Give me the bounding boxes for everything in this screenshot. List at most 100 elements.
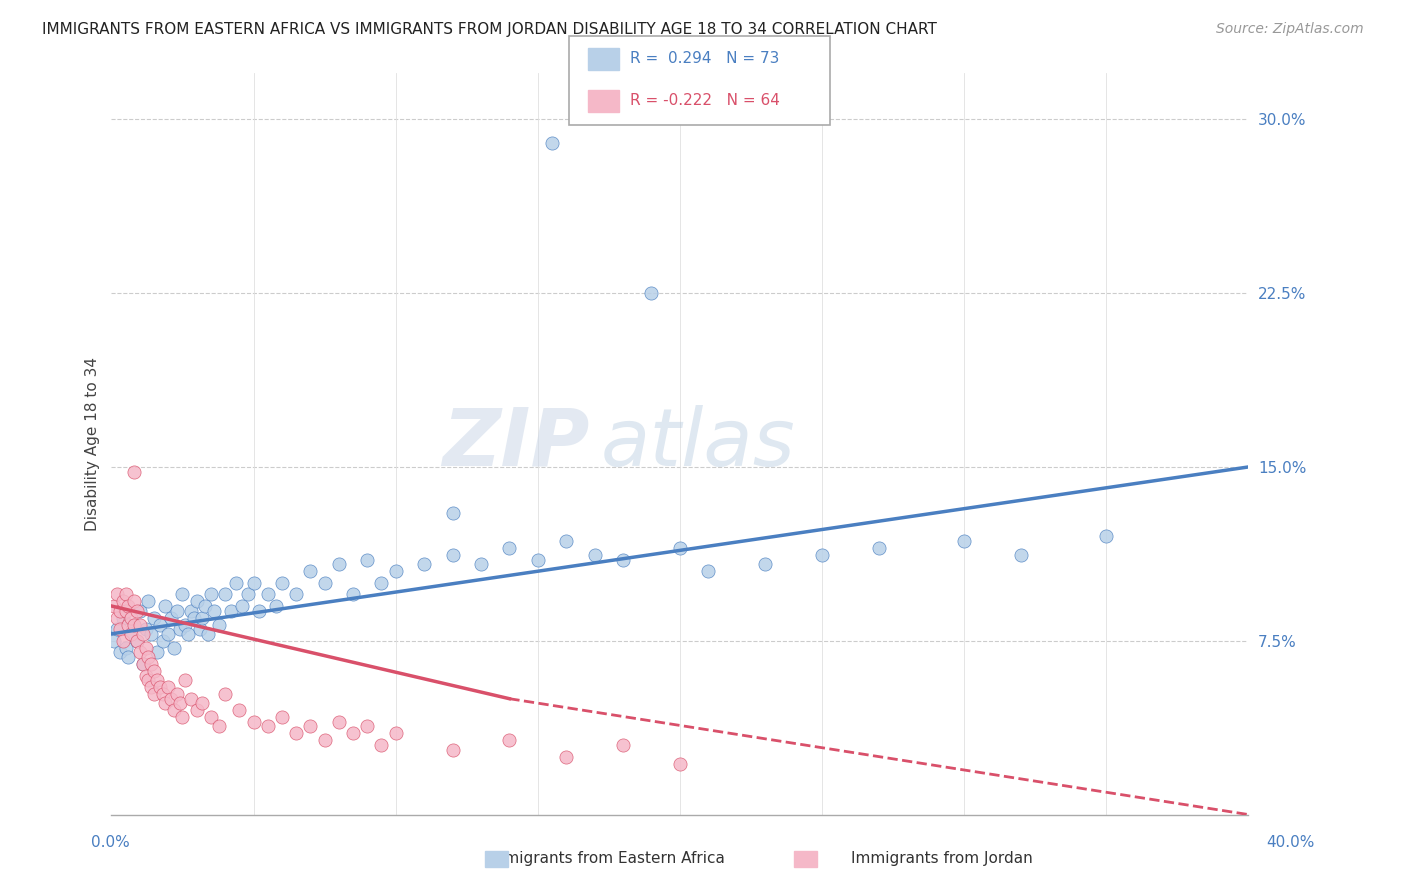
Point [555, 749, 578, 764]
Point [191, 696, 214, 710]
Point [138, 650, 160, 665]
Point [155, 599, 177, 613]
Point [155, 696, 177, 710]
Point [103, 599, 125, 613]
Point [583, 548, 606, 562]
Point [105, 610, 128, 624]
Point [125, 604, 148, 618]
Point [370, 575, 392, 590]
Point [143, 610, 166, 624]
Point [541, 136, 564, 150]
Point [108, 622, 131, 636]
Point [138, 594, 160, 608]
Point [188, 622, 211, 636]
Point [498, 733, 520, 747]
Point [498, 541, 520, 555]
Point [149, 680, 172, 694]
Point [299, 719, 322, 733]
Point [356, 552, 378, 566]
Point [612, 738, 634, 752]
Point [166, 604, 188, 618]
Point [103, 633, 125, 648]
Text: R = -0.222   N = 64: R = -0.222 N = 64 [630, 94, 780, 108]
Point [117, 617, 139, 632]
Point [111, 594, 134, 608]
Point [342, 726, 364, 740]
Text: Immigrants from Eastern Africa: Immigrants from Eastern Africa [485, 851, 724, 865]
Text: Source: ZipAtlas.com: Source: ZipAtlas.com [1216, 22, 1364, 37]
Point [117, 650, 139, 665]
Point [172, 587, 194, 601]
Point [236, 587, 259, 601]
Point [114, 604, 136, 618]
Point [141, 680, 163, 694]
Point [214, 687, 236, 701]
Point [208, 617, 231, 632]
Point [131, 657, 153, 671]
Point [214, 587, 236, 601]
Point [754, 558, 776, 572]
Point [194, 599, 217, 613]
Point [174, 673, 197, 687]
Point [384, 564, 406, 578]
Point [868, 541, 890, 555]
Point [208, 719, 231, 733]
Point [105, 622, 128, 636]
Point [200, 587, 222, 601]
Point [697, 564, 720, 578]
Point [141, 657, 163, 671]
Point [231, 599, 253, 613]
Point [228, 703, 250, 717]
Point [135, 640, 157, 655]
Point [441, 548, 464, 562]
Point [328, 558, 350, 572]
Point [120, 610, 142, 624]
Point [256, 719, 278, 733]
Point [152, 687, 174, 701]
Point [242, 714, 264, 729]
Point [1010, 548, 1032, 562]
Point [143, 687, 166, 701]
Point [285, 726, 308, 740]
Point [811, 548, 834, 562]
Point [669, 756, 692, 771]
Point [141, 627, 163, 641]
Point [342, 587, 364, 601]
Point [160, 610, 183, 624]
Text: R =  0.294   N = 73: R = 0.294 N = 73 [630, 52, 779, 66]
Point [197, 627, 219, 641]
Point [180, 691, 202, 706]
Point [384, 726, 406, 740]
Point [169, 696, 191, 710]
Point [200, 710, 222, 724]
Point [135, 668, 157, 682]
Point [441, 506, 464, 520]
Y-axis label: Disability Age 18 to 34: Disability Age 18 to 34 [86, 357, 100, 531]
Point [186, 594, 208, 608]
Point [186, 703, 208, 717]
Point [128, 645, 150, 659]
Point [111, 610, 134, 624]
Point [160, 691, 183, 706]
Text: 40.0%: 40.0% [1267, 836, 1315, 850]
Point [111, 633, 134, 648]
Point [299, 564, 322, 578]
Point [163, 703, 186, 717]
Point [174, 617, 197, 632]
Point [131, 657, 153, 671]
Text: 0.0%: 0.0% [91, 836, 131, 850]
Point [219, 604, 242, 618]
Point [612, 552, 634, 566]
Point [356, 719, 378, 733]
Point [120, 627, 142, 641]
Point [152, 633, 174, 648]
Point [370, 738, 392, 752]
Point [128, 604, 150, 618]
Point [285, 587, 308, 601]
Point [131, 627, 153, 641]
Point [166, 687, 188, 701]
Point [172, 710, 194, 724]
Point [117, 599, 139, 613]
Point [640, 286, 662, 301]
Point [413, 558, 436, 572]
